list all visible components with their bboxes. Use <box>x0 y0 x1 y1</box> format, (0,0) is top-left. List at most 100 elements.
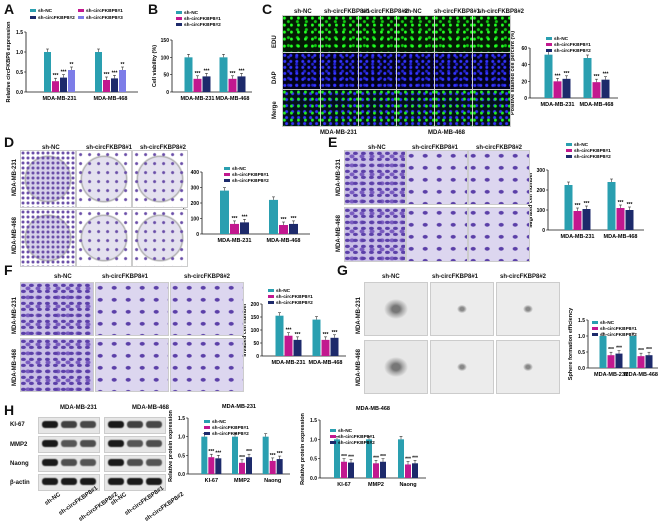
micrograph <box>170 282 244 336</box>
significance-label: *** <box>373 455 379 461</box>
bar <box>103 80 110 92</box>
micrograph <box>396 89 435 127</box>
micrograph <box>434 15 473 53</box>
micrograph <box>344 150 406 205</box>
bar <box>240 222 249 234</box>
bar <box>616 208 625 230</box>
micrograph <box>468 207 530 262</box>
significance-label: *** <box>555 73 561 79</box>
significance-label: *** <box>608 347 614 353</box>
d-col-label-3: sh-circFKBP8#2 <box>140 145 187 151</box>
legend-label: sh-circFKBP8#2 <box>232 178 269 184</box>
bar <box>262 436 269 474</box>
e-row-label-468: MDA-MB-468 <box>336 214 342 252</box>
f-row-label-231: MDA-MB-231 <box>12 296 18 334</box>
bar <box>583 58 592 98</box>
legend-label: sh-NC <box>184 10 199 16</box>
legend-label: sh-circFKBP8#1 <box>338 434 375 440</box>
h-row-label-naong: Naong <box>10 461 29 467</box>
x-tick-label: Naong <box>399 482 416 488</box>
legend-swatch <box>224 179 230 182</box>
legend-label: sh-NC <box>554 36 569 42</box>
y-tick-label: 0 <box>196 232 199 238</box>
y-axis-label: Positive stained cell percent (%) <box>510 31 516 115</box>
significance-label: *** <box>627 202 633 208</box>
bar <box>562 78 571 98</box>
bar <box>228 78 237 92</box>
c-col-label-4: sh-NC <box>404 9 422 15</box>
blot-band <box>80 459 96 466</box>
bar <box>111 78 118 92</box>
micrograph <box>282 15 321 53</box>
significance-label: *** <box>618 200 624 206</box>
y-axis-label: Relative protein expression <box>168 409 174 481</box>
x-tick-label: MDA-MB-231 <box>561 234 595 240</box>
legend-label: sh-circFKBP8#2 <box>276 300 313 306</box>
blot-band <box>146 440 162 447</box>
y-tick-label: 1.5 <box>578 318 585 324</box>
significance-label: *** <box>295 332 301 338</box>
x-tick-label: MDA-MB-468 <box>94 96 128 102</box>
significance-label: *** <box>61 70 67 76</box>
significance-label: ** <box>121 62 125 68</box>
legend-swatch <box>224 173 230 176</box>
blot-band <box>42 440 58 447</box>
significance-label: *** <box>616 346 622 352</box>
y-tick-label: 100 <box>251 328 260 334</box>
blot-band <box>80 478 96 485</box>
y-tick-label: 150 <box>251 315 260 321</box>
legend-label: sh-circFKBP8#1 <box>574 148 611 154</box>
bar <box>232 436 238 474</box>
micrograph <box>320 89 359 127</box>
legend-swatch <box>176 23 182 26</box>
blot-band <box>80 440 96 447</box>
y-tick-label: 0.5 <box>310 457 317 463</box>
micrograph <box>434 52 473 90</box>
bar <box>607 182 616 230</box>
x-tick-label: MDA-MB-231 <box>218 238 252 244</box>
micrograph <box>358 15 397 53</box>
legend-swatch <box>566 143 572 146</box>
y-tick-label: 50 <box>163 73 169 79</box>
micrograph <box>364 282 428 336</box>
bar <box>645 355 653 368</box>
h-row-label-mmp2: MMP2 <box>10 442 28 448</box>
x-tick-label: MDA-MB-468 <box>580 102 614 108</box>
legend-swatch <box>566 149 572 152</box>
blot-band <box>42 478 58 485</box>
bar <box>284 335 293 356</box>
legend-swatch <box>268 295 274 298</box>
bar <box>219 57 228 92</box>
bar <box>599 336 607 368</box>
significance-label: *** <box>208 449 214 455</box>
y-tick-label: 300 <box>537 168 546 174</box>
y-tick-label: 0 <box>524 96 527 102</box>
legend-swatch <box>330 435 336 438</box>
y-tick-label: 40 <box>521 63 527 69</box>
legend-label: sh-NC <box>574 142 589 148</box>
y-axis-label: Invaded cell number <box>242 303 248 357</box>
bar <box>553 81 562 98</box>
y-tick-label: 50 <box>253 341 259 347</box>
legend-label: sh-NC <box>212 419 227 425</box>
x-tick-label: MDA-MB-231 <box>541 102 575 108</box>
micrograph <box>170 338 244 392</box>
micrograph <box>358 52 397 90</box>
blot-band <box>80 421 96 428</box>
y-tick-label: 0 <box>542 228 545 234</box>
blot-band <box>108 421 124 428</box>
micrograph <box>364 340 428 394</box>
panel-label-a: A <box>4 1 15 17</box>
y-tick-label: 60 <box>521 46 527 52</box>
legend-swatch <box>546 49 552 52</box>
bar <box>269 199 278 234</box>
g-row-label-231: MDA-MB-231 <box>356 296 362 334</box>
legend-swatch <box>330 441 336 444</box>
y-tick-label: 100 <box>161 55 170 61</box>
f-row-label-468: MDA-MB-468 <box>12 348 18 386</box>
c-col-label-2: sh-circFKBP8#1 <box>324 9 371 15</box>
y-tick-label: 200 <box>537 188 546 194</box>
y-tick-label: 1.0 <box>578 334 585 340</box>
micrograph <box>496 340 560 394</box>
panel-label-b: B <box>148 1 159 17</box>
